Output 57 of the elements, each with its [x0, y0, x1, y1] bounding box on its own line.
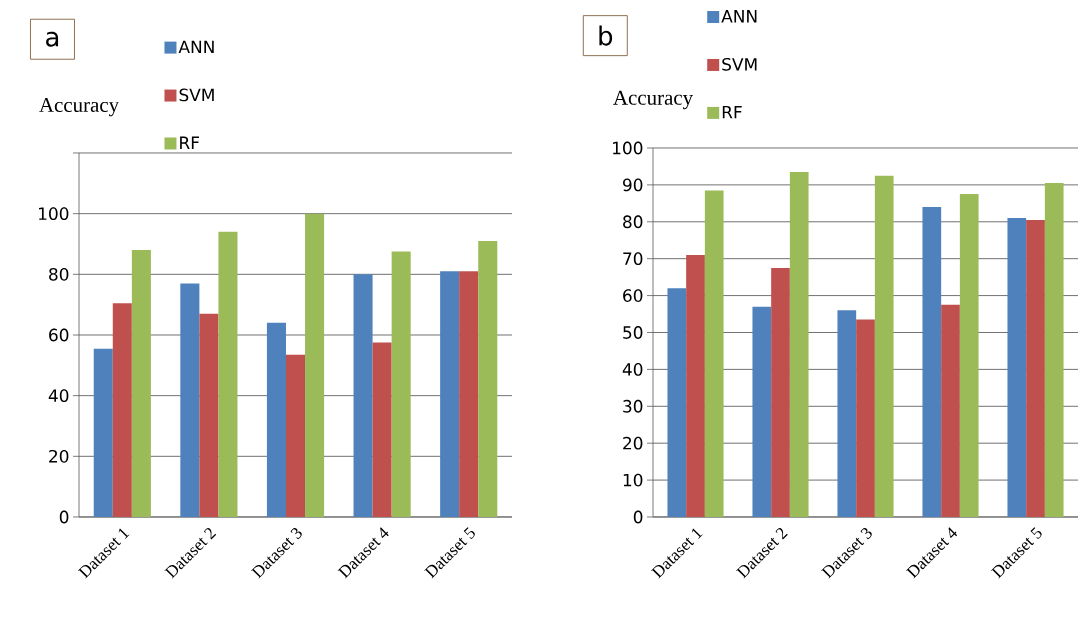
bar — [752, 306, 772, 517]
bar — [440, 271, 460, 517]
y-tick-label: 20 — [623, 436, 643, 450]
bar — [391, 251, 411, 517]
y-tick-label: 100 — [613, 141, 643, 155]
y-tick-label: 50 — [623, 326, 643, 339]
bar — [1007, 218, 1027, 517]
bar — [93, 348, 113, 517]
y-tick-label: 60 — [623, 289, 643, 302]
y-tick-label: 30 — [623, 399, 643, 413]
y-tick-label: 40 — [622, 362, 643, 376]
legend-label: ANN — [721, 10, 757, 23]
bar — [459, 271, 479, 517]
bar — [266, 322, 286, 517]
legend-label: ANN — [178, 40, 214, 54]
bar — [941, 304, 960, 517]
y-tick-label: 0 — [59, 510, 69, 524]
bar — [856, 319, 875, 517]
y-axis-title: Accuracy — [613, 90, 694, 110]
bar — [305, 213, 325, 517]
y-tick-label: 80 — [49, 267, 69, 281]
bar — [837, 310, 857, 517]
bar — [478, 240, 498, 517]
bar — [686, 254, 705, 517]
y-tick-label: 0 — [633, 510, 643, 524]
legend-label: RF — [180, 136, 199, 149]
y-tick-label: 70 — [623, 252, 643, 266]
bar — [218, 231, 238, 517]
bar — [874, 175, 894, 517]
bar — [922, 207, 942, 517]
y-tick-label: 100 — [39, 207, 69, 221]
bar — [131, 250, 151, 517]
chart-title: a — [46, 31, 59, 47]
bar — [199, 313, 219, 517]
y-tick-label: 90 — [623, 178, 643, 192]
bar — [285, 354, 306, 517]
bar — [667, 288, 687, 517]
bar — [1026, 219, 1045, 517]
bar — [789, 171, 809, 517]
y-tick-label: 40 — [48, 389, 69, 403]
legend-label: RF — [722, 105, 742, 119]
legend-label: SVM — [722, 57, 757, 71]
y-axis-title: Accuracy — [39, 97, 119, 117]
y-tick-label: 20 — [49, 449, 69, 463]
bar — [180, 283, 200, 517]
y-tick-label: 10 — [623, 473, 643, 487]
y-tick-label: 80 — [623, 215, 643, 229]
bar — [353, 274, 373, 517]
legend-label: SVM — [179, 88, 214, 102]
chart-title: b — [599, 25, 613, 46]
bar — [1044, 183, 1064, 517]
bar — [372, 342, 392, 517]
bar — [704, 190, 724, 517]
bar — [771, 267, 790, 517]
y-tick-label: 60 — [49, 328, 69, 342]
bar — [112, 303, 132, 517]
bar — [959, 194, 979, 517]
